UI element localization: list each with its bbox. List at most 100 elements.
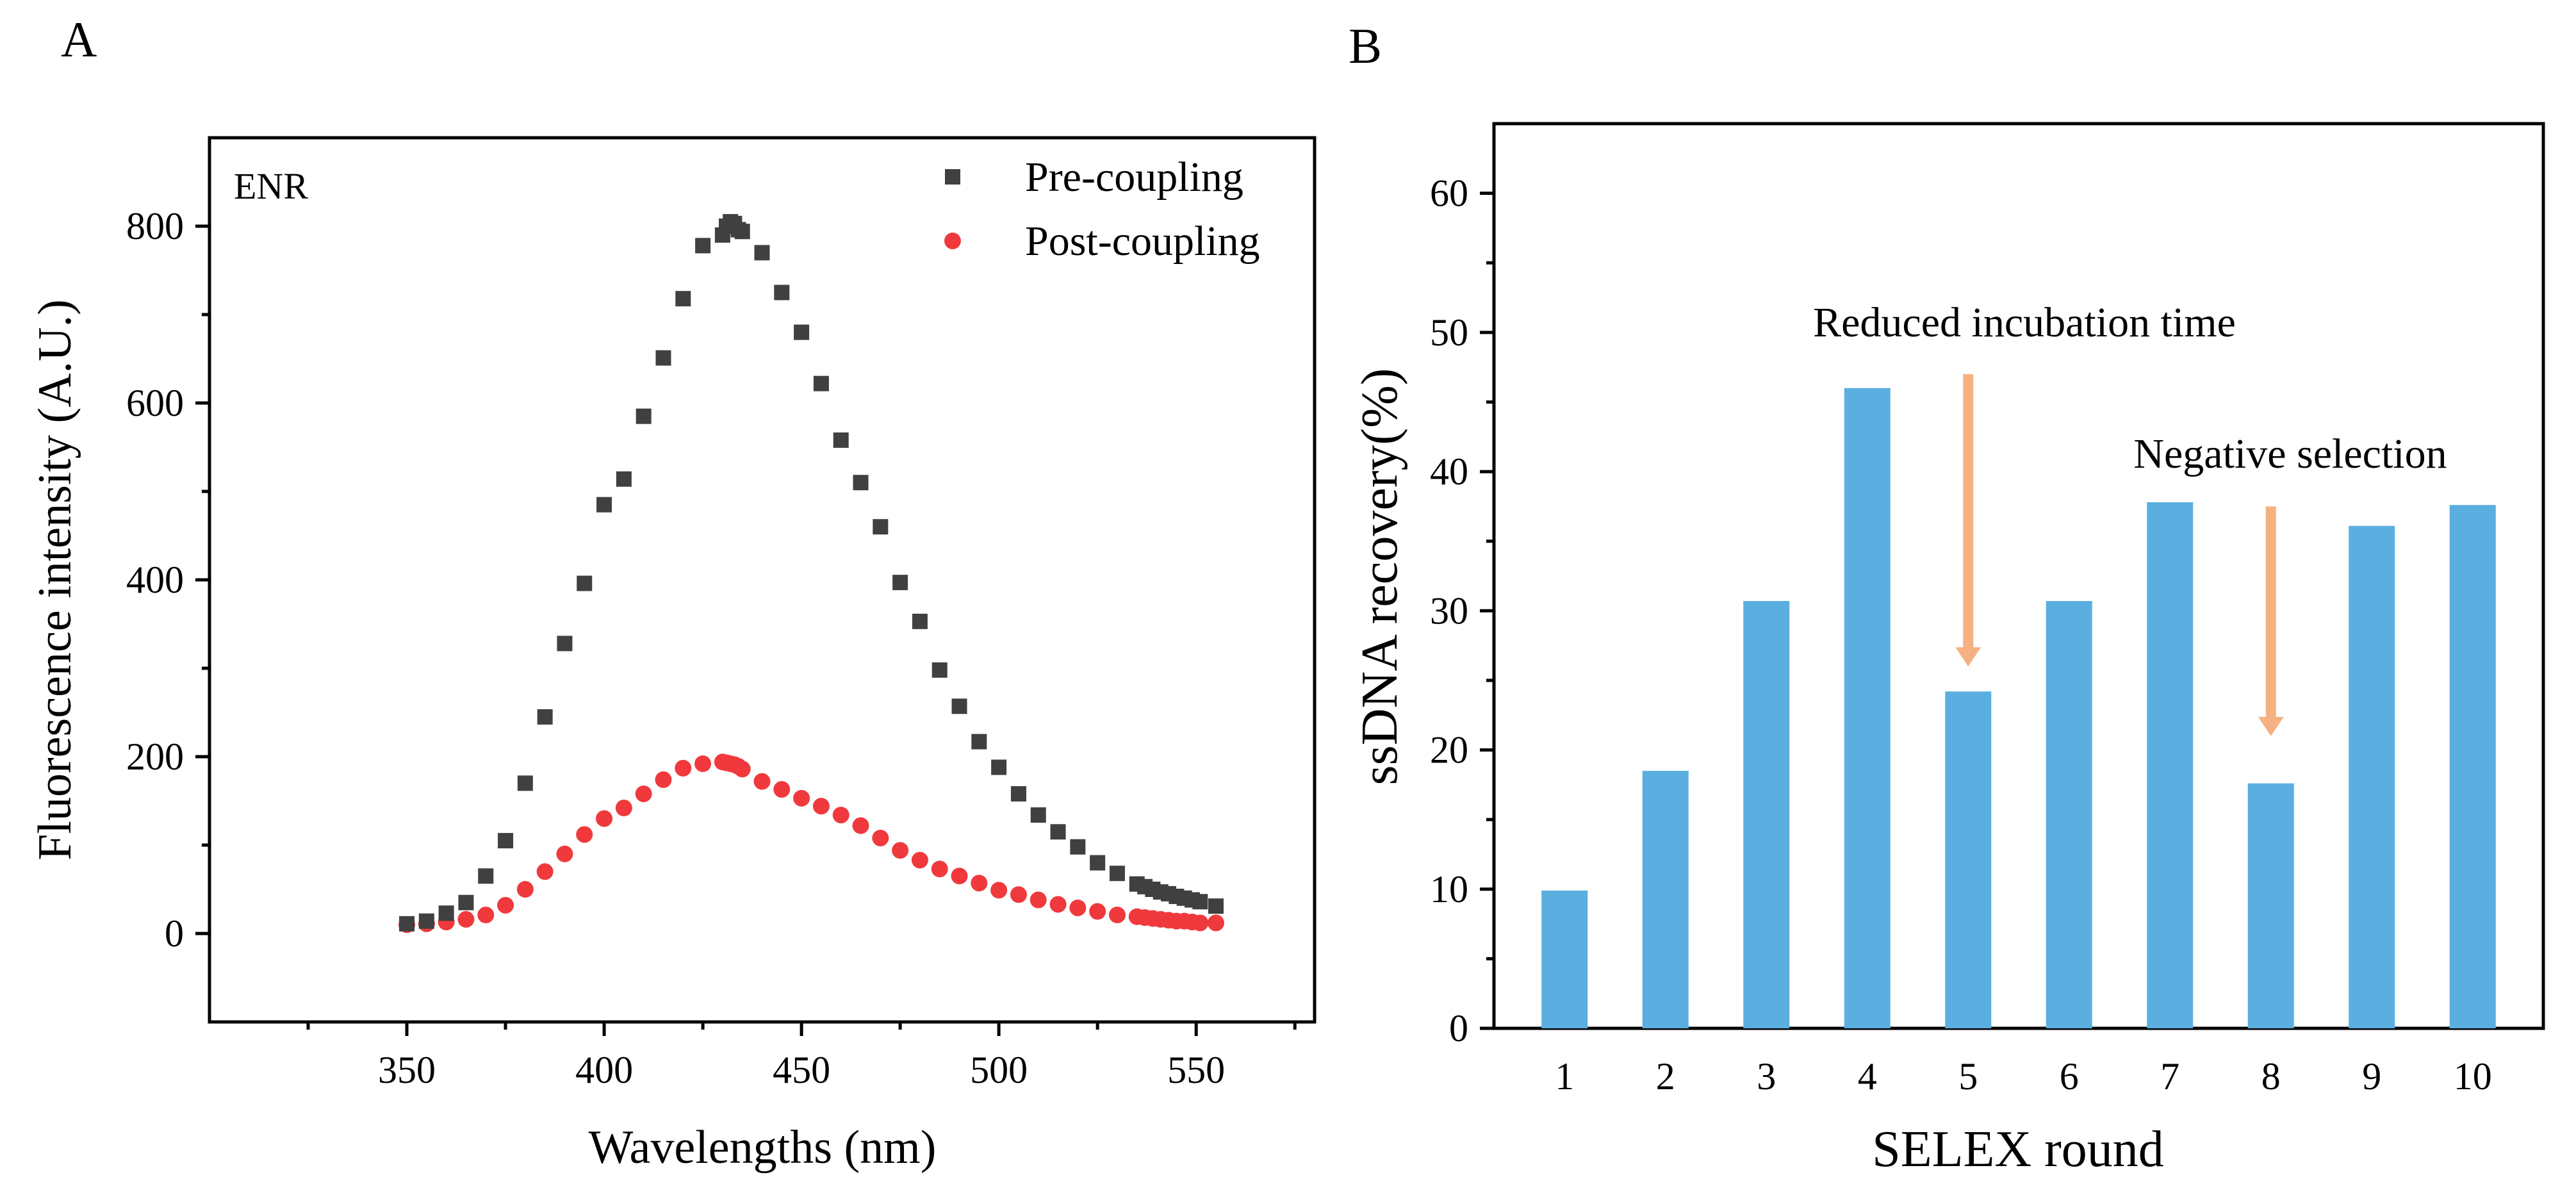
post-coupling-point (457, 910, 475, 928)
post-coupling-point (931, 860, 948, 878)
pre-coupling-point (1090, 855, 1106, 871)
post-coupling-point (951, 868, 968, 885)
y-tick-label: 60 (1430, 172, 1468, 215)
post-coupling-point (911, 852, 928, 869)
panel-a-xlabel: Wavelengths (nm) (589, 1121, 937, 1174)
post-coupling-point (1192, 914, 1209, 932)
bar (2449, 505, 2496, 1028)
post-coupling-point (694, 755, 712, 773)
annotation-negative-selection: Negative selection (2133, 431, 2447, 477)
post-coupling-point (516, 881, 534, 898)
post-coupling-point (1069, 899, 1087, 916)
bar (2247, 783, 2294, 1028)
post-coupling-point (773, 781, 791, 798)
x-tick-label: 6 (2060, 1055, 2079, 1098)
y-tick-label: 200 (126, 736, 184, 778)
pre-coupling-point (951, 698, 967, 714)
y-tick-label: 10 (1430, 868, 1468, 910)
panel-b-arrows (1955, 374, 2284, 736)
panel-b-chart: 0 10 20 30 40 50 60 1 2 3 4 5 6 7 8 9 10 Reduced incubat… (1352, 122, 2545, 1178)
x-tick-label: 400 (575, 1049, 633, 1091)
y-tick-label: 0 (1449, 1007, 1468, 1049)
post-coupling-point (556, 845, 573, 862)
pre-coupling-point (971, 734, 987, 750)
y-tick-label: 0 (165, 912, 184, 955)
pre-coupling-point (794, 324, 810, 340)
panel-a-chart: 350 400 450 500 550 0 200 400 600 800 ENR Wavelen… (29, 136, 1317, 1174)
bar (1844, 388, 1891, 1028)
pre-coupling-point (636, 408, 652, 424)
post-coupling-point (793, 789, 810, 807)
post-coupling-point (497, 896, 514, 914)
bar (1541, 890, 1588, 1028)
post-coupling-point (596, 810, 613, 827)
post-coupling-point (734, 761, 751, 778)
panel-a-points (398, 214, 1224, 934)
y-tick-label: 30 (1430, 589, 1468, 632)
pre-coupling-point (833, 432, 849, 448)
panel-b-frame (1492, 122, 2545, 1030)
panel-b-bars (1541, 388, 2496, 1028)
pre-coupling-point (754, 245, 770, 261)
pre-coupling-point (478, 868, 494, 884)
panel-b-xlabel: SELEX round (1872, 1121, 2164, 1178)
bar (1743, 601, 1790, 1028)
post-coupling-point (576, 826, 593, 843)
pre-coupling-point (577, 575, 593, 591)
pre-coupling-point (1208, 898, 1224, 914)
bar (2147, 502, 2194, 1028)
pre-coupling-point (498, 833, 514, 849)
pre-coupling-point (1070, 839, 1086, 855)
y-tick-label: 50 (1430, 311, 1468, 354)
panel-label-b: B (1349, 18, 1382, 74)
post-coupling-point (832, 807, 849, 824)
panel-a-ticks: 350 400 450 500 550 0 200 400 600 800 (126, 205, 1297, 1091)
pre-coupling-point (1109, 866, 1125, 882)
x-tick-label: 8 (2261, 1055, 2281, 1098)
pre-coupling-point (1030, 807, 1046, 823)
pre-coupling-point (1050, 824, 1066, 840)
annotation-arrow-head (1955, 647, 1981, 667)
bar (1642, 771, 1689, 1028)
pre-coupling-point (537, 709, 553, 725)
post-coupling-point (655, 771, 672, 788)
legend-marker-post (944, 233, 961, 249)
pre-coupling-point (1010, 786, 1026, 802)
x-tick-label: 450 (773, 1049, 830, 1091)
post-coupling-point (852, 817, 869, 834)
annotation-arrow-head (2258, 716, 2284, 736)
pre-coupling-point (991, 759, 1007, 775)
pre-coupling-point (557, 636, 573, 652)
legend-marker-pre (945, 169, 960, 185)
y-tick-label: 40 (1430, 450, 1468, 493)
y-tick-label: 600 (126, 382, 184, 424)
post-coupling-point (892, 842, 909, 859)
panel-b-ylabel: ssDNA recovery(%) (1352, 368, 1408, 786)
pre-coupling-point (675, 291, 691, 307)
pre-coupling-point (892, 575, 908, 591)
post-coupling-point (1010, 886, 1027, 903)
annotation-reduced-incubation: Reduced incubation time (1813, 299, 2236, 346)
y-tick-label: 800 (126, 205, 184, 247)
panel-a-legend: Pre-coupling Post-coupling (944, 154, 1260, 265)
pre-coupling-point (458, 894, 474, 910)
post-coupling-point (812, 798, 830, 815)
pre-coupling-point (774, 284, 790, 300)
y-tick-label: 20 (1430, 729, 1468, 771)
x-tick-label: 5 (1958, 1055, 1978, 1098)
legend-label-post: Post-coupling (1025, 218, 1260, 265)
pre-coupling-point (399, 916, 415, 932)
pre-coupling-point (813, 375, 829, 391)
post-coupling-point (1049, 896, 1067, 913)
post-coupling-point (1089, 903, 1106, 920)
pre-coupling-point (853, 475, 869, 491)
x-tick-label: 3 (1757, 1055, 1776, 1098)
y-tick-label: 400 (126, 559, 184, 601)
pre-coupling-point (1192, 894, 1208, 910)
post-coupling-point (990, 882, 1008, 899)
post-coupling-point (1207, 914, 1224, 932)
pre-coupling-point (931, 662, 948, 678)
pre-coupling-point (873, 519, 889, 535)
post-coupling-point (971, 875, 988, 892)
post-coupling-point (536, 863, 554, 880)
